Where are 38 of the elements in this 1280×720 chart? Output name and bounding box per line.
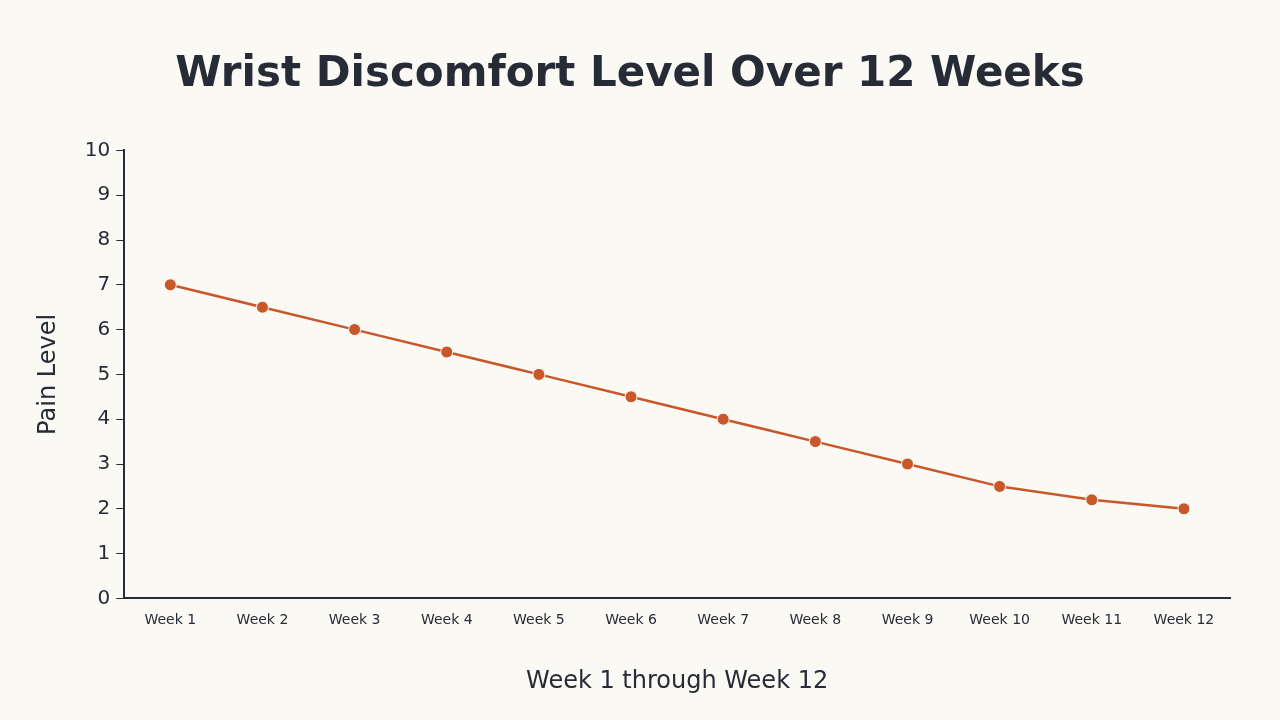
- y-tick-label: 0: [97, 584, 111, 609]
- point: [993, 479, 1007, 493]
- point: [348, 323, 362, 337]
- x-tick-label: Week 11: [1061, 611, 1123, 628]
- point: [808, 435, 822, 449]
- point: [624, 390, 638, 404]
- chart-title: Wrist Discomfort Level Over 12 Weeks: [175, 47, 1085, 97]
- x-tick-label: Week 5: [513, 611, 565, 628]
- point: [255, 300, 269, 314]
- x-tick-label: Week 4: [420, 611, 473, 628]
- y-axis-title: Pain Level: [32, 313, 61, 435]
- x-tick-label: Week 9: [881, 611, 934, 628]
- x-tick-label: Week 7: [697, 611, 750, 628]
- y-tick-label: 2: [97, 495, 111, 519]
- y-tick-label: 3: [97, 450, 111, 475]
- y-tick-label: 7: [97, 271, 111, 295]
- point: [532, 367, 546, 381]
- point: [1085, 493, 1099, 507]
- y-tick-label: 6: [97, 315, 111, 340]
- x-axis-title: Week 1 through Week 12: [526, 665, 829, 694]
- y-tick-label: 5: [97, 360, 111, 385]
- point: [163, 278, 177, 292]
- x-tick-label: Week 2: [236, 611, 289, 628]
- point: [716, 412, 730, 426]
- x-tick-label: Week 1: [144, 611, 197, 628]
- x-tick-label: Week 8: [789, 611, 842, 628]
- y-tick-label: 8: [97, 226, 111, 251]
- point: [1177, 502, 1191, 516]
- x-tick-label: Week 6: [605, 611, 657, 628]
- point: [440, 345, 454, 359]
- y-tick-label: 1: [97, 539, 111, 564]
- x-tick-label: Week 10: [969, 611, 1030, 628]
- y-tick-label: 4: [97, 405, 111, 430]
- point: [900, 457, 914, 471]
- y-tick-label: 10: [84, 136, 111, 161]
- x-tick-label: Week 12: [1153, 611, 1215, 628]
- y-tick-label: 9: [97, 181, 111, 206]
- x-tick-label: Week 3: [328, 611, 381, 628]
